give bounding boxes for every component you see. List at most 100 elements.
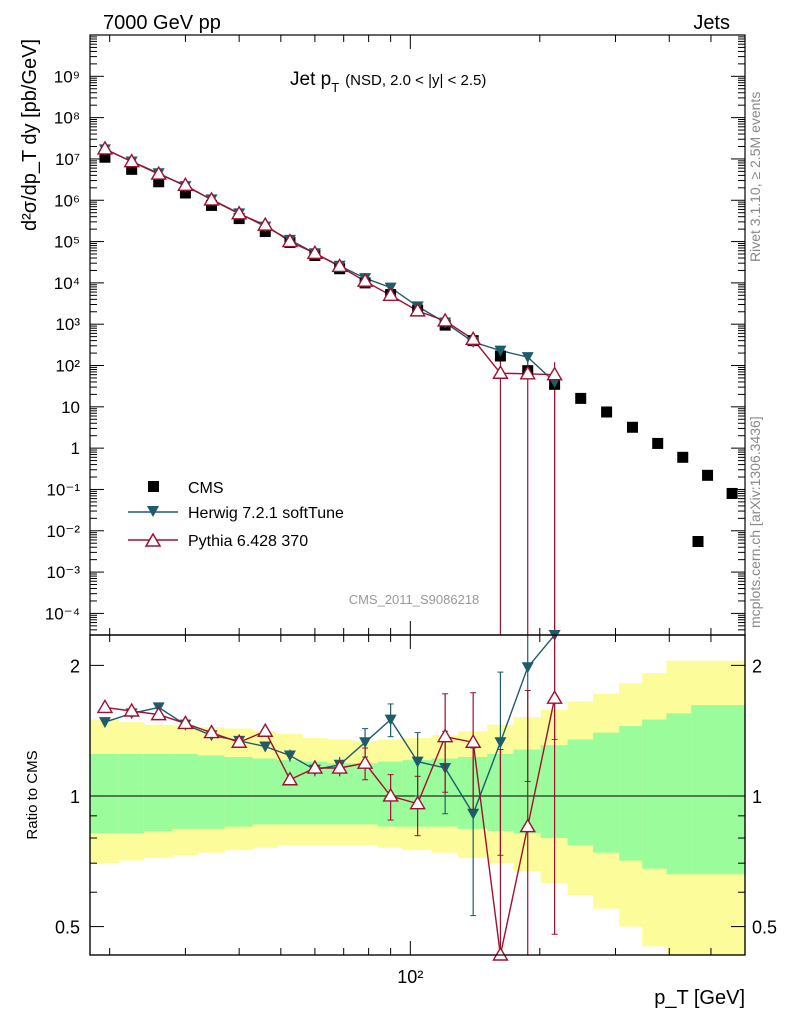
pythia-ratio-point bbox=[492, 946, 509, 961]
ratio-y-tick-label: 2 bbox=[70, 656, 80, 676]
ratio-band-inner bbox=[619, 725, 643, 861]
cms-point bbox=[153, 176, 165, 188]
rivet-label: Rivet 3.1.10, ≥ 2.5M events bbox=[747, 92, 763, 262]
pythia-point bbox=[492, 364, 509, 379]
ratio-band-inner bbox=[277, 760, 303, 825]
herwig-ratio-point bbox=[283, 750, 296, 762]
pythia-point bbox=[436, 312, 454, 327]
y-tick-label: 10⁻³ bbox=[46, 563, 80, 582]
pythia-point bbox=[257, 216, 274, 231]
herwig-ratio-point bbox=[259, 741, 272, 753]
pythia-ratio-point bbox=[306, 759, 324, 774]
y-tick-label: 10⁹ bbox=[54, 67, 80, 86]
pythia-point bbox=[150, 165, 167, 180]
herwig-point bbox=[521, 352, 534, 364]
ratio-band-inner bbox=[224, 756, 254, 827]
pythia-ratio-point bbox=[464, 733, 482, 748]
ratio-band-inner bbox=[90, 753, 120, 834]
pythia-point bbox=[546, 366, 563, 381]
y-tick-label: 10⁸ bbox=[54, 109, 80, 128]
pythia-ratio-point bbox=[150, 706, 167, 721]
main-plot-area: 10⁻⁴ 10⁻³ 10⁻² 10⁻¹ 1 10 10² 10³ 10⁴ 10⁵ 10⁶ 10⁷ 10⁸… bbox=[45, 34, 746, 636]
pythia-point bbox=[464, 330, 482, 346]
pythia-line bbox=[104, 148, 555, 376]
pythia-ratio-point bbox=[281, 771, 299, 786]
cms-point bbox=[626, 421, 638, 433]
pythia-point bbox=[230, 205, 248, 220]
ratio-y-tick-label-right: 0.5 bbox=[752, 918, 777, 938]
ratio-band-inner bbox=[642, 719, 667, 869]
pythia-point bbox=[519, 365, 536, 380]
header-left: 7000 GeV pp bbox=[103, 12, 221, 34]
cms-point bbox=[677, 451, 689, 463]
main-y-axis-label-text: d²σ/dp_T dy [pb/GeV] bbox=[19, 39, 41, 231]
x-tick-label: 10² bbox=[397, 967, 423, 987]
pythia-ratio-point bbox=[257, 722, 274, 737]
ratio-band-inner bbox=[172, 753, 198, 829]
ratio-y-tick-label-right: 1 bbox=[752, 787, 762, 807]
herwig-ratio-point bbox=[494, 737, 507, 749]
cms-point bbox=[652, 437, 664, 449]
pythia-point bbox=[306, 244, 324, 260]
legend-herwig-marker bbox=[147, 506, 159, 517]
ratio-y-axis-label: Ratio to CMS bbox=[24, 750, 41, 839]
legend-pythia-label: Pythia 6.428 370 bbox=[188, 533, 308, 550]
ratio-y-tick-label-right: 2 bbox=[752, 656, 762, 676]
ratio-frame-top bbox=[89, 634, 746, 956]
pythia-ratio-point bbox=[382, 787, 399, 802]
pythia-point bbox=[409, 302, 426, 317]
main-title-detail: (NSD, 2.0 < |y| < 2.5) bbox=[345, 72, 486, 89]
y-tick-label: 10 bbox=[61, 398, 80, 417]
cms-point bbox=[692, 535, 704, 547]
herwig-ratio-point bbox=[98, 717, 111, 729]
y-tick-label: 10⁵ bbox=[54, 233, 80, 252]
y-tick-label: 10⁴ bbox=[54, 274, 80, 293]
y-tick-label: 10⁻¹ bbox=[46, 480, 80, 499]
ratio-plot-area: 10² 0.5 0.5 1 1 2 2 bbox=[55, 630, 777, 987]
pythia-point bbox=[123, 153, 140, 168]
pythia-point bbox=[331, 258, 348, 273]
pythia-point bbox=[203, 191, 220, 206]
ratio-band-inner bbox=[593, 732, 620, 853]
cms-point bbox=[726, 487, 738, 499]
pythia-point bbox=[356, 272, 374, 287]
cms-point bbox=[179, 187, 191, 199]
herwig-ratio-point bbox=[467, 808, 480, 820]
pythia-ratio-point bbox=[519, 818, 536, 833]
pythia-ratio-point bbox=[177, 715, 194, 730]
ratio-band-inner bbox=[567, 739, 594, 846]
x-axis-label: p_T [GeV] bbox=[654, 987, 745, 1009]
main-title: Jet pT (NSD, 2.0 < |y| < 2.5) bbox=[290, 69, 486, 95]
mcplots-label: mcplots.cern.ch [arXiv:1306.3436] bbox=[747, 416, 763, 628]
herwig-ratio-point bbox=[384, 714, 397, 726]
y-tick-label: 10³ bbox=[55, 315, 80, 334]
pythia-ratio-line bbox=[104, 698, 556, 956]
legend-cms-label: CMS bbox=[188, 480, 224, 497]
pythia-ratio-point bbox=[356, 754, 374, 769]
legend-cms-marker bbox=[148, 481, 159, 492]
pythia-point bbox=[96, 140, 114, 155]
header-right: Jets bbox=[693, 12, 730, 34]
y-tick-label: 1 bbox=[71, 439, 80, 458]
main-y-axis-label: d²σ/dp_T dy [pb/GeV] bbox=[19, 39, 41, 231]
pythia-ratio-point bbox=[123, 702, 140, 717]
pythia-point bbox=[281, 233, 299, 248]
pythia-point bbox=[382, 286, 399, 302]
herwig-point bbox=[494, 345, 507, 357]
ratio-band-inner bbox=[197, 755, 226, 829]
pythia-ratio-point bbox=[230, 733, 248, 748]
pythia-ratio-point bbox=[203, 724, 220, 739]
main-title-subscript: T bbox=[331, 80, 339, 95]
main-title-text: Jet p bbox=[290, 69, 331, 90]
ratio-band-inner bbox=[118, 753, 145, 834]
ratio-y-tick-label: 1 bbox=[70, 787, 80, 807]
pythia-ratio-point bbox=[546, 689, 563, 704]
pythia-ratio-point bbox=[436, 728, 454, 743]
pythia-ratio-point bbox=[331, 759, 348, 774]
cms-point bbox=[702, 469, 714, 481]
y-tick-label: 10⁶ bbox=[54, 191, 80, 210]
y-tick-label: 10² bbox=[55, 357, 80, 376]
legend-pythia-marker bbox=[144, 532, 162, 547]
ratio-band-inner bbox=[666, 713, 692, 875]
pythia-point bbox=[177, 176, 194, 192]
